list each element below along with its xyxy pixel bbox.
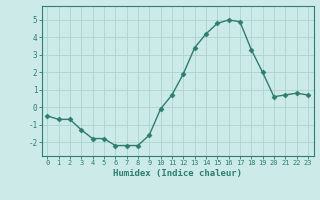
X-axis label: Humidex (Indice chaleur): Humidex (Indice chaleur) xyxy=(113,169,242,178)
